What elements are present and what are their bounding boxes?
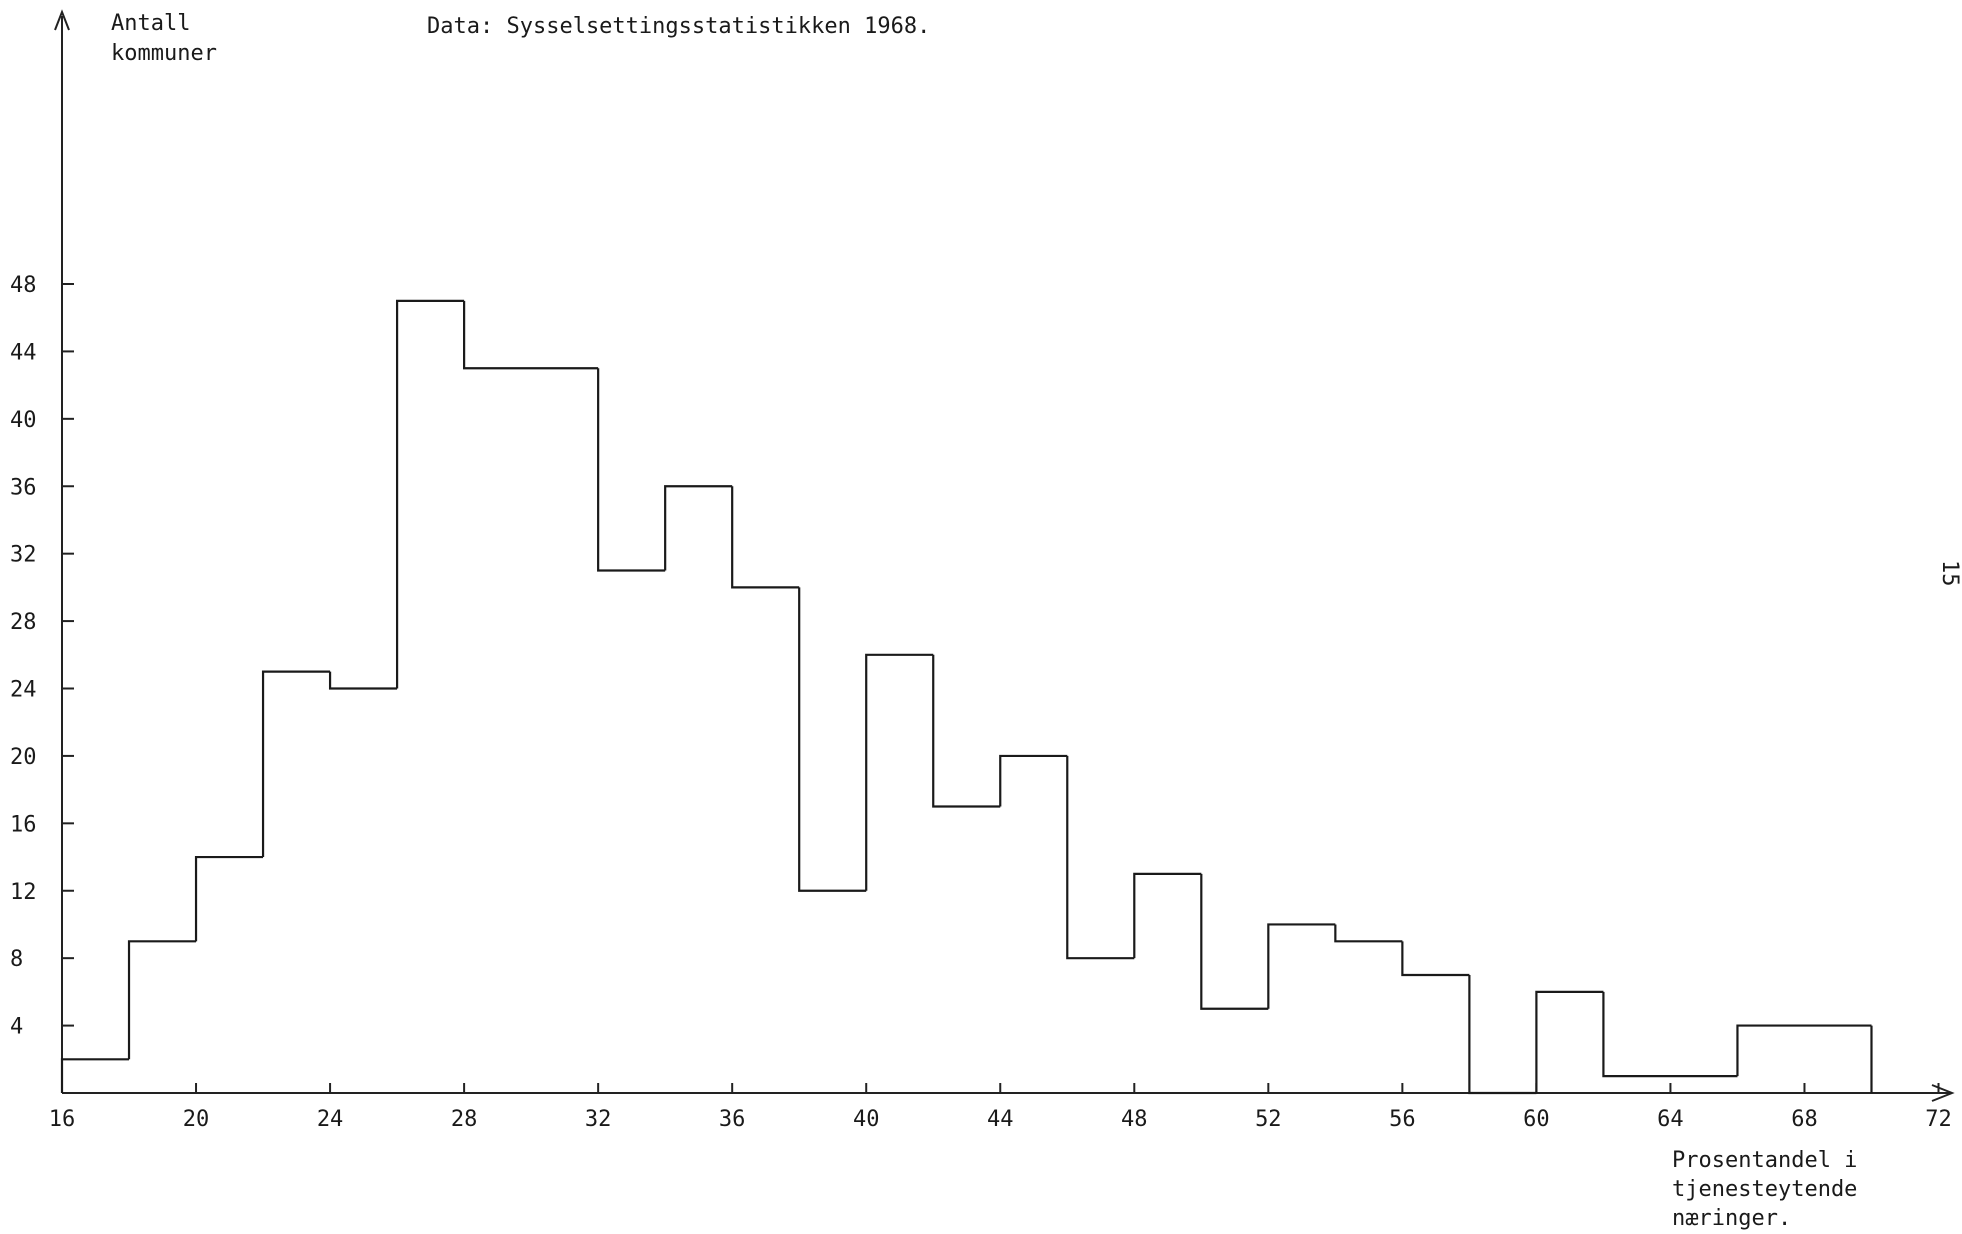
bar-32-34 bbox=[597, 368, 666, 572]
bar-16-18 bbox=[60, 1058, 130, 1093]
bar-40-42 bbox=[865, 653, 934, 891]
y-tick-label-36: 36 bbox=[10, 475, 37, 500]
bar-28-32 bbox=[463, 300, 599, 370]
x-tick-label-16: 16 bbox=[49, 1107, 76, 1132]
bar-44-46 bbox=[999, 754, 1068, 807]
title: Data: Sysselsettingsstatistikken 1968. bbox=[427, 14, 930, 39]
bar-62-66 bbox=[1602, 991, 1738, 1078]
x-axis-label-line-3: næringer. bbox=[1672, 1206, 1791, 1231]
bar-26-28 bbox=[395, 299, 465, 689]
y-tick-label-16: 16 bbox=[10, 812, 37, 837]
bar-50-52 bbox=[1200, 873, 1269, 1010]
x-tick-label-36: 36 bbox=[719, 1107, 746, 1132]
x-tick-label-68: 68 bbox=[1791, 1107, 1818, 1132]
bar-56-58 bbox=[1401, 941, 1470, 977]
bar-38-40 bbox=[798, 587, 867, 892]
x-tick-label-44: 44 bbox=[987, 1107, 1014, 1132]
bar-22-24 bbox=[261, 670, 331, 858]
y-tick-label-4: 4 bbox=[10, 1015, 23, 1040]
y-tick-label-24: 24 bbox=[10, 678, 37, 703]
bar-52-54 bbox=[1267, 923, 1336, 1009]
x-tick-label-56: 56 bbox=[1389, 1107, 1416, 1132]
y-axis-label-line-1: Antall bbox=[111, 11, 190, 36]
bar-66-70 bbox=[1736, 1024, 1872, 1077]
y-tick-label-44: 44 bbox=[10, 340, 37, 365]
x-tick-label-64: 64 bbox=[1657, 1107, 1684, 1132]
x-axis-label-line-2: tjenesteytende bbox=[1672, 1177, 1857, 1202]
bar-60-62 bbox=[1535, 990, 1604, 1093]
y-axis-arrow bbox=[54, 9, 70, 31]
bar-34-36 bbox=[664, 485, 733, 571]
bar-54-56 bbox=[1334, 924, 1403, 943]
y-tick-label-12: 12 bbox=[10, 880, 37, 905]
y-tick-label-48: 48 bbox=[10, 273, 37, 298]
x-axis-label-line-1: Prosentandel i bbox=[1672, 1148, 1857, 1173]
y-tick-label-20: 20 bbox=[10, 745, 37, 770]
y-tick-label-28: 28 bbox=[10, 610, 37, 635]
bar-58-60 bbox=[1468, 975, 1537, 1095]
bar-42-44 bbox=[932, 654, 1001, 808]
bar-18-20 bbox=[127, 940, 197, 1060]
x-tick-label-32: 32 bbox=[585, 1107, 612, 1132]
x-tick-label-48: 48 bbox=[1121, 1107, 1148, 1132]
page-number: 15 bbox=[1937, 560, 1962, 587]
bar-36-38 bbox=[731, 486, 800, 589]
bar-48-50 bbox=[1133, 872, 1202, 959]
bars-layer bbox=[60, 299, 1873, 1095]
y-tick-label-40: 40 bbox=[10, 408, 37, 433]
x-tick-label-20: 20 bbox=[183, 1107, 210, 1132]
bar-20-22 bbox=[194, 855, 264, 942]
y-tick-label-8: 8 bbox=[10, 947, 23, 972]
x-tick-label-60: 60 bbox=[1523, 1107, 1550, 1132]
x-tick-label-24: 24 bbox=[317, 1107, 344, 1132]
y-axis-label-line-2: kommuner bbox=[111, 41, 217, 66]
y-tick-label-32: 32 bbox=[10, 543, 37, 568]
x-tick-label-52: 52 bbox=[1255, 1107, 1282, 1132]
x-tick-label-72: 72 bbox=[1925, 1107, 1952, 1132]
x-tick-label-40: 40 bbox=[853, 1107, 880, 1132]
bar-46-48 bbox=[1066, 755, 1135, 960]
x-tick-label-28: 28 bbox=[451, 1107, 478, 1132]
bar-24-26 bbox=[328, 671, 398, 690]
